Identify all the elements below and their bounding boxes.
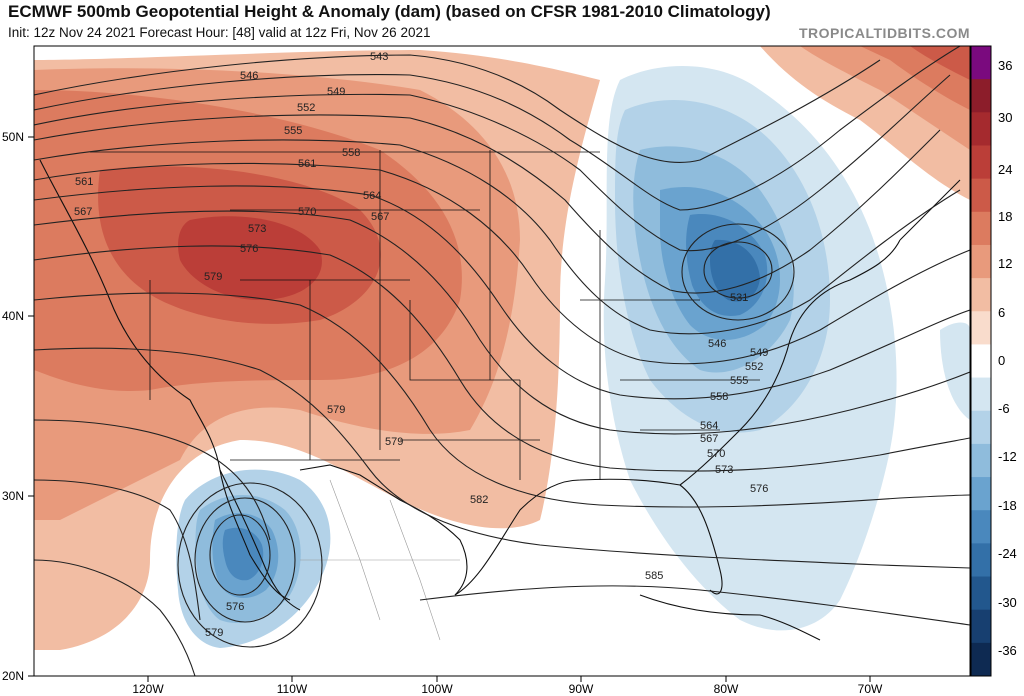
contour-label: 576 — [750, 483, 768, 495]
map-panel: 543 546 549 552 555 558 561 561 564 567 … — [34, 46, 970, 676]
lon-label: 120W — [132, 682, 164, 696]
colorbar-label: -12 — [998, 449, 1017, 464]
colorbar-swatch — [971, 477, 991, 511]
colorbar-swatch — [971, 79, 991, 113]
contour-label: 555 — [730, 375, 748, 387]
colorbar-label: 24 — [998, 162, 1012, 177]
contour-label: 561 — [298, 158, 316, 170]
colorbar-swatch — [971, 46, 991, 80]
lon-label: 90W — [569, 682, 594, 696]
lat-label: 40N — [2, 309, 24, 323]
map-subtitle: Init: 12z Nov 24 2021 Forecast Hour: [48… — [8, 25, 431, 40]
height-contours — [34, 46, 970, 676]
lat-label: 30N — [2, 489, 24, 503]
colorbar-swatch — [971, 344, 991, 379]
contour-label: 549 — [327, 86, 345, 98]
colorbar-label: -24 — [998, 546, 1017, 561]
colorbar-swatch — [971, 377, 991, 412]
lon-label: 110W — [277, 682, 308, 696]
lon-label: 80W — [714, 682, 739, 696]
contour-label: 564 — [700, 420, 718, 432]
colorbar-swatch — [971, 642, 991, 677]
coastlines — [39, 159, 961, 641]
contour-label: 567 — [371, 211, 389, 223]
contour-label: 582 — [470, 494, 488, 506]
colorbar-swatch — [971, 112, 991, 146]
contour-label: 579 — [385, 436, 403, 448]
colorbar — [970, 45, 992, 677]
contour-label: 573 — [715, 464, 733, 476]
colorbar-swatch — [971, 576, 991, 611]
colorbar-swatch — [971, 278, 991, 312]
latitude-axis: 50N 40N 30N 20N — [2, 130, 34, 683]
contour-label: 579 — [327, 404, 345, 416]
lon-label: 100W — [421, 682, 453, 696]
contour-label: 585 — [645, 570, 663, 582]
contour-label: 549 — [750, 347, 768, 359]
contour-label: 570 — [707, 448, 725, 460]
brand-watermark: TROPICALTIDBITS.COM — [798, 25, 970, 41]
lon-label: 70W — [858, 682, 883, 696]
colorbar-label: 36 — [998, 58, 1012, 73]
colorbar-label: -36 — [998, 643, 1017, 658]
contour-label: 555 — [284, 125, 302, 137]
lat-label: 20N — [2, 669, 24, 683]
colorbar-label: -18 — [998, 498, 1017, 513]
contour-label: 546 — [240, 70, 258, 82]
colorbar-swatch — [971, 609, 991, 644]
colorbar-swatch — [971, 145, 991, 180]
lat-label: 50N — [2, 130, 24, 144]
contour-label: 564 — [363, 190, 381, 202]
contour-label: 561 — [75, 176, 93, 188]
contour-label: 567 — [700, 433, 718, 445]
colorbar-frame — [970, 45, 992, 677]
map-title: ECMWF 500mb Geopotential Height & Anomal… — [8, 2, 771, 21]
colorbar-label: 0 — [998, 353, 1005, 368]
colorbar-swatch — [971, 211, 991, 246]
colorbar-swatch — [971, 443, 991, 478]
colorbar-swatch — [971, 244, 991, 279]
contour-label: 552 — [297, 102, 315, 114]
colorbar-label: 30 — [998, 110, 1012, 125]
contour-label: 543 — [370, 51, 388, 63]
colorbar-swatch — [971, 410, 991, 445]
contour-label: 576 — [226, 601, 244, 613]
contour-label: 579 — [205, 627, 223, 639]
contour-label: 558 — [710, 391, 728, 403]
contour-labels: 543 546 549 552 555 558 561 561 564 567 … — [74, 51, 768, 639]
colorbar-swatch — [971, 510, 991, 544]
contour-label: 567 — [74, 206, 92, 218]
contour-label: 570 — [298, 206, 316, 218]
colorbar-swatch — [971, 311, 991, 345]
colorbar-label: -30 — [998, 595, 1017, 610]
colorbar-labels: 36 30 24 18 12 6 0 -6 -12 -18 -24 -30 -3… — [998, 58, 1017, 658]
colorbar-swatch — [971, 543, 991, 578]
contour-label: 531 — [730, 292, 748, 304]
contour-label: 579 — [204, 271, 222, 283]
colorbar-swatch — [971, 178, 991, 213]
state-borders — [90, 150, 760, 480]
contour-label: 576 — [240, 243, 258, 255]
contour-label: 546 — [708, 338, 726, 350]
positive-anomaly-shading — [34, 46, 970, 650]
contour-label: 573 — [248, 223, 266, 235]
mexico-borders — [300, 479, 460, 641]
contour-label: 558 — [342, 147, 360, 159]
map-frame — [33, 45, 971, 677]
colorbar-label: 6 — [998, 305, 1005, 320]
colorbar-label: -6 — [998, 401, 1010, 416]
colorbar-label: 18 — [998, 209, 1012, 224]
contour-label: 552 — [745, 361, 763, 373]
colorbar-label: 12 — [998, 256, 1012, 271]
longitude-axis: 120W 110W 100W 90W 80W 70W — [132, 676, 883, 696]
